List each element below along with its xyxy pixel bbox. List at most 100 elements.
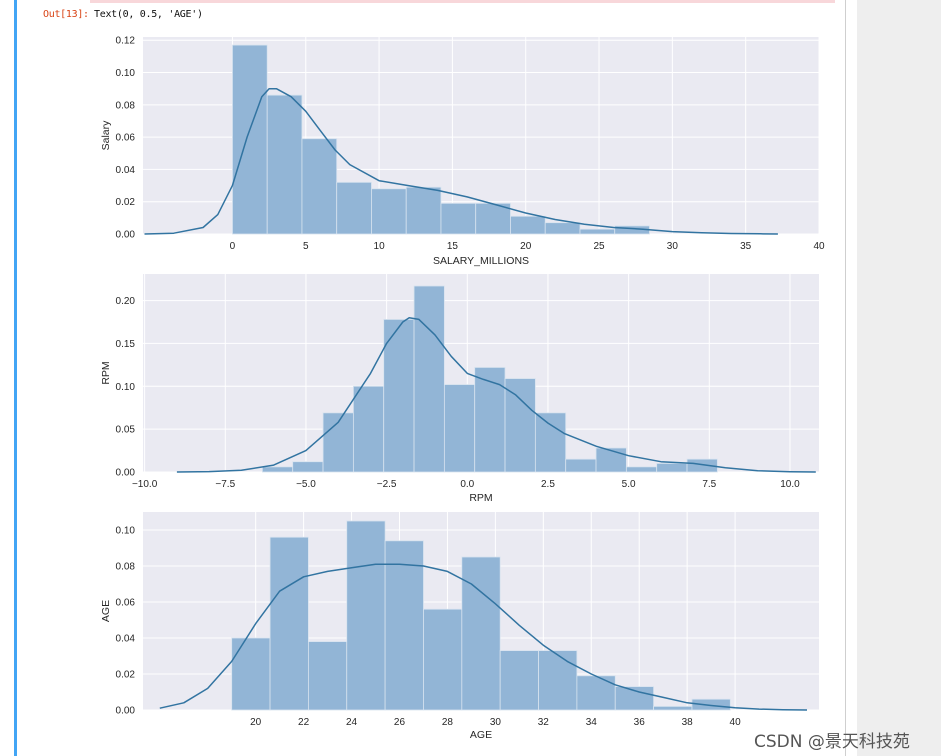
histogram-bar [443, 384, 476, 473]
chart-panel-2: −10.0 −7.5 −5.0 −2.5 0.0 2.5 5.0 7.5 10.0 0.00 0.0… [100, 274, 819, 504]
cell-focus-bar [14, 0, 17, 756]
x-axis-label: SALARY_MILLIONS [433, 255, 529, 267]
x-tick-label: 7.5 [702, 479, 716, 490]
output-prompt: Out[13]: [43, 9, 89, 20]
y-tick-label: 0.02 [116, 197, 136, 208]
y-axis-label: RPM [100, 361, 112, 384]
histogram-bar [475, 202, 511, 235]
y-tick-label: 0.12 [116, 36, 136, 47]
x-tick-label: −7.5 [215, 479, 235, 490]
x-tick-label: 35 [740, 241, 752, 252]
x-tick-label: 2.5 [541, 479, 555, 490]
histogram-bar [656, 463, 688, 473]
x-tick-label: 5 [303, 241, 309, 252]
x-axis-label: AGE [470, 729, 492, 741]
x-tick-label: 24 [346, 717, 358, 728]
x-tick-label: −10.0 [132, 479, 158, 490]
chart-panel-3: 20 22 24 26 28 30 32 34 36 38 40 0.00 0.02 0.04 0.06 0.… [100, 512, 819, 741]
y-tick-label: 0.10 [116, 382, 136, 393]
x-tick-label: 10.0 [780, 479, 800, 490]
histogram-bar [534, 412, 567, 473]
x-tick-label: 22 [298, 717, 310, 728]
histogram-bar [269, 536, 309, 711]
histogram-bar [292, 461, 324, 473]
y-tick-label: 0.20 [116, 296, 136, 307]
y-tick-label: 0.08 [116, 562, 136, 573]
x-tick-label: 40 [813, 241, 825, 252]
histogram-bar [405, 186, 442, 235]
chart-panel-1: 0 5 10 15 20 25 30 35 40 0.00 0.02 0.04 0.06 0.08 0.10… [100, 36, 825, 267]
x-tick-label: 0.0 [460, 479, 474, 490]
histogram-bar [384, 540, 424, 711]
x-tick-label: 20 [520, 241, 532, 252]
histogram-bar [653, 706, 693, 711]
histogram-bar [510, 215, 546, 235]
previous-output-strip [90, 0, 835, 3]
histogram-bar [231, 637, 271, 711]
y-tick-label: 0.00 [116, 468, 136, 479]
histogram-bar [499, 650, 539, 711]
histogram-bar [232, 44, 268, 235]
histogram-bar [346, 520, 386, 711]
histogram-bar [301, 138, 338, 235]
output-text: Text(0, 0.5, 'AGE') [94, 9, 203, 20]
page-gutter [857, 0, 941, 756]
x-tick-label: 30 [490, 717, 502, 728]
histogram-bar [461, 556, 501, 711]
x-tick-label: 28 [442, 717, 454, 728]
histogram-bar [336, 181, 372, 235]
x-tick-label: 40 [730, 717, 742, 728]
histogram-bar [261, 466, 294, 473]
kde-line [144, 87, 778, 235]
y-tick-label: 0.06 [116, 598, 136, 609]
y-tick-label: 0.00 [116, 230, 136, 241]
histogram-bar [371, 188, 407, 235]
x-tick-label: 0 [230, 241, 236, 252]
x-tick-label: 32 [538, 717, 550, 728]
y-axis-label: Salary [100, 120, 112, 151]
x-tick-label: 36 [634, 717, 646, 728]
histogram-bar [352, 385, 385, 473]
y-tick-label: 0.05 [116, 425, 136, 436]
y-tick-label: 0.06 [116, 133, 136, 144]
x-axis-label: RPM [469, 492, 492, 504]
kde-line [159, 563, 808, 711]
histogram-bar [440, 202, 477, 235]
y-tick-label: 0.10 [116, 68, 136, 79]
y-tick-label: 0.04 [116, 634, 136, 645]
y-tick-label: 0.02 [116, 670, 136, 681]
x-tick-label: 30 [667, 241, 679, 252]
histogram-bar [423, 608, 463, 711]
histogram-bar [686, 458, 718, 473]
histogram-bar [266, 94, 303, 235]
x-tick-label: −5.0 [296, 479, 316, 490]
histogram-bar [691, 698, 731, 711]
histogram-bar [413, 285, 445, 473]
histogram-bar [565, 458, 597, 473]
x-tick-label: 34 [586, 717, 598, 728]
y-tick-label: 0.04 [116, 165, 136, 176]
x-tick-label: 26 [394, 717, 406, 728]
histogram-bar [576, 675, 616, 711]
notebook-border [845, 0, 846, 756]
x-tick-label: 10 [374, 241, 386, 252]
histogram-bar [595, 447, 627, 473]
histogram-bar [504, 378, 536, 473]
y-tick-label: 0.10 [116, 526, 136, 537]
y-tick-label: 0.08 [116, 100, 136, 111]
histogram-bar [579, 228, 616, 235]
x-tick-label: 25 [593, 241, 605, 252]
x-tick-label: 38 [682, 717, 694, 728]
histogram-bar [625, 466, 658, 473]
x-tick-label: 20 [250, 717, 262, 728]
x-tick-label: −2.5 [377, 479, 397, 490]
x-tick-label: 5.0 [622, 479, 636, 490]
histogram-bar [538, 650, 578, 711]
histogram-bar [544, 222, 581, 235]
y-tick-label: 0.00 [116, 706, 136, 717]
watermark: CSDN @景天科技苑 [754, 732, 910, 752]
histogram-bar [474, 367, 506, 473]
y-tick-label: 0.15 [116, 339, 136, 350]
kde-line [176, 316, 816, 473]
